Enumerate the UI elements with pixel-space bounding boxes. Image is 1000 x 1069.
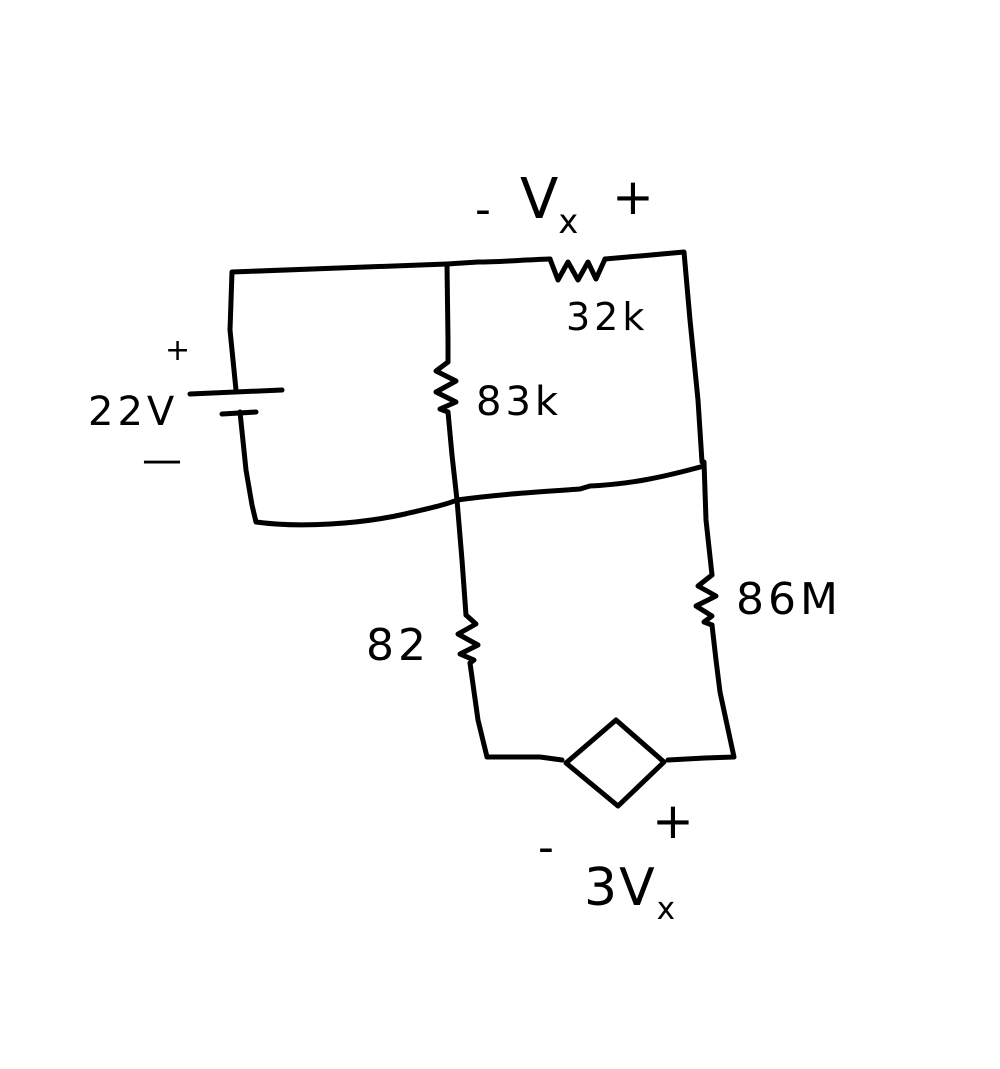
vx-plus-sign: +: [612, 168, 654, 226]
resistor-32k-label: 32k: [566, 295, 649, 339]
resistor-86m-label: 86M: [736, 574, 842, 625]
wire-cross-branch: [454, 463, 707, 503]
resistor-86m: [693, 572, 719, 628]
dependent-source-coefficient: 3: [584, 858, 620, 918]
resistor-82: [455, 612, 481, 666]
dependent-source-diamond: [563, 717, 667, 809]
resistor-32k: [547, 256, 608, 283]
voltage-source-symbol: [187, 387, 285, 417]
voltage-source-plus: +: [165, 333, 191, 368]
vx-symbol: V: [520, 167, 559, 232]
wire-left-loop: [227, 261, 460, 528]
resistor-83k-label: 83k: [476, 379, 563, 425]
vx-subscript: x: [558, 202, 579, 242]
resistor-83k: [433, 359, 459, 415]
voltage-source-value: 22V: [88, 389, 179, 435]
dependent-source-plus: +: [652, 792, 694, 850]
dependent-source-symbol: V: [619, 858, 657, 918]
wire-right-column: [665, 459, 737, 763]
wire-middle-column: [444, 261, 565, 763]
dependent-source-minus: -: [538, 822, 554, 873]
dependent-source-label: 3Vx: [584, 862, 675, 925]
voltage-source-minus: —: [142, 437, 182, 483]
wire-top: [444, 249, 705, 465]
vx-label: Vx: [520, 172, 578, 239]
resistor-82-label: 82: [366, 620, 430, 671]
vx-minus-sign: -: [475, 184, 491, 235]
dependent-source-subscript: x: [656, 891, 676, 928]
